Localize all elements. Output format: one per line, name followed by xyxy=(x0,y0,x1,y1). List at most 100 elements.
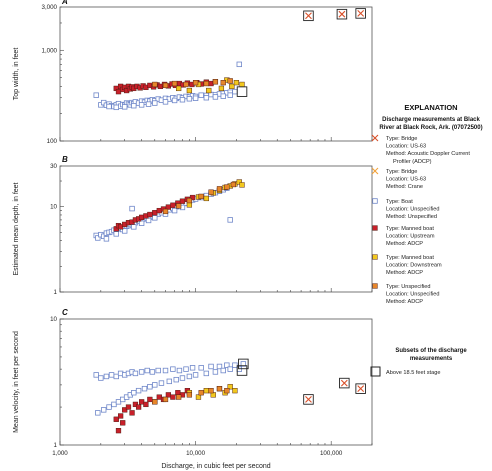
point-unspec_adcp xyxy=(203,80,209,87)
point-unspec_adcp xyxy=(230,181,237,188)
point-unspec_adcp xyxy=(183,81,189,88)
point-boat xyxy=(138,220,145,226)
point-boat xyxy=(138,369,145,375)
point-manned_up xyxy=(120,420,126,426)
point-unspec_adcp xyxy=(198,193,204,200)
point-unspec_adcp xyxy=(186,197,193,204)
point-boat xyxy=(166,378,173,385)
legend-subtitle-line1: Discharge measurements at Black xyxy=(382,117,480,123)
point-boat xyxy=(162,367,169,374)
point-manned_down xyxy=(186,87,193,94)
point-manned_up xyxy=(125,404,132,410)
point-unspec_adcp xyxy=(227,78,233,84)
point-manned_down xyxy=(232,388,238,394)
point-manned_down xyxy=(195,394,202,400)
point-boat xyxy=(121,104,128,110)
point-manned_down xyxy=(203,388,209,394)
point-unspec_adcp xyxy=(208,388,214,394)
panel-c-points xyxy=(93,358,366,434)
panel-c: C 1 10 Mean velocity, in feet per second xyxy=(13,308,373,449)
point-boat xyxy=(232,88,238,95)
point-unspec_adcp xyxy=(220,80,226,86)
panel-b-frame xyxy=(59,165,373,293)
point-unspec_adcp xyxy=(224,388,230,394)
point-boat xyxy=(129,205,135,212)
point-unspec_adcp xyxy=(152,81,158,88)
point-boat xyxy=(152,100,158,106)
x-tick-label: 10,000 xyxy=(186,450,205,457)
legend-entry-manned_up: Type: Manned boat Location: UpstreamMetho… xyxy=(372,225,435,247)
point-bridge_adcp-stroke-2 xyxy=(305,396,312,403)
point-boat xyxy=(173,376,179,383)
point-manned_up xyxy=(118,413,124,419)
legend-subset-marker xyxy=(370,366,381,377)
point-boat xyxy=(236,61,242,68)
point-manned_down xyxy=(203,195,209,202)
point-boat xyxy=(135,387,142,394)
point-manned_up xyxy=(175,390,181,396)
point-boat xyxy=(138,102,145,108)
point-manned_up xyxy=(147,211,153,218)
point-boat xyxy=(149,369,156,375)
panel-c-y-tick-label: 10 xyxy=(50,316,57,323)
subset-box xyxy=(303,394,314,405)
legend-subset-title-line1: Subsets of the discharge xyxy=(395,348,467,354)
point-manned_down xyxy=(239,81,245,88)
point-manned_up xyxy=(115,428,122,434)
legend-entry-text: Type: Manned boat xyxy=(386,226,434,232)
panel-a-y-tick-label: 3,000 xyxy=(42,4,58,11)
point-boat xyxy=(111,401,117,408)
legend-marker-manned_up xyxy=(372,225,378,231)
point-boat xyxy=(176,367,183,374)
point-boat xyxy=(145,217,152,224)
point-bridge_adcp-stroke-2 xyxy=(338,10,346,18)
point-manned_up xyxy=(165,204,172,210)
legend-marker-bridge_adcp xyxy=(371,134,379,142)
panel-a-y-ticks: 100 1,000 3,000 xyxy=(42,4,373,145)
point-boat xyxy=(152,382,158,388)
point-boat xyxy=(179,375,186,381)
point-manned_up xyxy=(122,407,128,413)
subset-box xyxy=(303,10,314,22)
subset-box xyxy=(339,377,350,389)
legend-marker-unspec_adcp xyxy=(372,283,378,289)
legend-entry-text: Method: Unspecified xyxy=(386,214,437,220)
point-boat xyxy=(212,94,219,100)
point-manned_up xyxy=(147,396,153,403)
point-unspec_adcp xyxy=(162,82,169,89)
point-boat xyxy=(189,365,196,371)
point-boat xyxy=(141,385,148,392)
point-boat xyxy=(220,93,226,99)
point-unspec_adcp xyxy=(152,399,158,405)
point-boat xyxy=(103,236,110,242)
legend-entry-manned_down: Type: Manned boat Location: DownstreamMet… xyxy=(372,254,442,276)
point-manned_up xyxy=(132,401,139,408)
point-boat xyxy=(98,375,104,381)
legend-subset-title-line2: measurements xyxy=(410,356,453,362)
point-unspec_adcp xyxy=(176,203,182,209)
legend-entry-text: Method: ADCP xyxy=(386,270,423,276)
subset-box xyxy=(238,358,249,370)
legend-marker-boat xyxy=(372,198,378,204)
panel-b-y-tick-label: 30 xyxy=(50,163,57,170)
point-boat xyxy=(131,390,137,396)
legend-marker-bridge_crane-stroke-2 xyxy=(371,167,379,175)
legend-entry-text: Type: Boat xyxy=(386,199,413,205)
panel-c-y-ticks: 1 10 xyxy=(50,316,373,449)
legend-entry-text: Location: Upstream xyxy=(386,234,435,240)
point-boat xyxy=(171,97,178,104)
point-bridge_adcp-stroke-2 xyxy=(357,10,365,17)
legend-marker-manned_down xyxy=(372,254,378,260)
point-boat xyxy=(203,95,210,101)
point-boat xyxy=(240,361,247,367)
legend-entry-text: Location: US-63 xyxy=(386,177,426,183)
legend-entry-text: Location: US-63 xyxy=(386,144,426,150)
point-boat xyxy=(198,365,204,371)
point-boat xyxy=(106,404,112,410)
point-boat xyxy=(192,372,199,378)
legend: EXPLANATION Discharge measurements at Bl… xyxy=(370,103,483,377)
panel-c-frame xyxy=(59,318,373,446)
